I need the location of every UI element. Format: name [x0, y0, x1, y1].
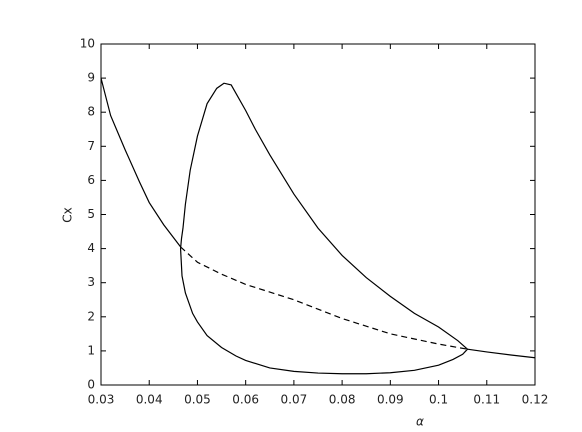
- y-tick-label: 2: [87, 309, 95, 323]
- x-tick-label: 0.06: [232, 393, 259, 407]
- x-tick-label: 0.11: [473, 393, 500, 407]
- x-tick-label: 0.12: [522, 393, 549, 407]
- y-axis-label: Cx: [61, 207, 75, 222]
- curve: [100, 77, 182, 248]
- curve: [467, 348, 536, 359]
- x-tick-label: 0.03: [88, 393, 115, 407]
- x-tick-label: 0.04: [136, 393, 163, 407]
- y-tick-label: 0: [87, 378, 95, 392]
- x-tick-label: 0.07: [281, 393, 308, 407]
- y-tick-label: 3: [87, 275, 95, 289]
- y-tick-label: 5: [87, 207, 95, 221]
- plot-frame: [100, 43, 536, 386]
- y-tick-label: 9: [87, 71, 95, 85]
- y-tick-label: 7: [87, 139, 95, 153]
- y-tick-label: 1: [87, 343, 95, 357]
- curve: [180, 246, 468, 350]
- curve: [179, 82, 468, 375]
- y-tick-label: 4: [87, 241, 95, 255]
- x-tick-label: 0.1: [429, 393, 448, 407]
- x-tick-label: 0.05: [184, 393, 211, 407]
- x-axis-label: α: [416, 415, 424, 429]
- y-tick-label: 8: [87, 105, 95, 119]
- y-tick-label: 10: [80, 37, 95, 51]
- x-tick-label: 0.09: [377, 393, 404, 407]
- y-tick-label: 6: [87, 173, 95, 187]
- x-tick-label: 0.08: [329, 393, 356, 407]
